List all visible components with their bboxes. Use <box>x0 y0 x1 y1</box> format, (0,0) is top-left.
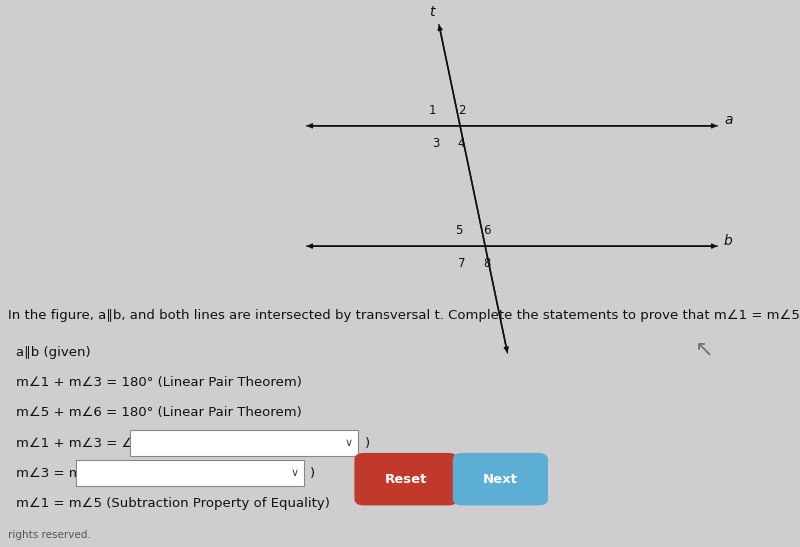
Text: 4: 4 <box>458 137 466 150</box>
Text: m∠1 + m∠3 = ∠5 + ∠6 (: m∠1 + m∠3 = ∠5 + ∠6 ( <box>16 437 191 450</box>
Text: m∠5 + m∠6 = 180° (Linear Pair Theorem): m∠5 + m∠6 = 180° (Linear Pair Theorem) <box>16 406 302 420</box>
Text: ): ) <box>310 467 315 480</box>
FancyBboxPatch shape <box>453 453 548 505</box>
Text: 7: 7 <box>458 257 466 270</box>
Text: a: a <box>724 113 733 127</box>
Text: 2: 2 <box>458 104 466 117</box>
Text: a∥b (given): a∥b (given) <box>16 346 90 359</box>
Text: Next: Next <box>483 473 518 486</box>
FancyBboxPatch shape <box>354 453 458 505</box>
Text: ∨: ∨ <box>290 468 298 478</box>
Text: m∠3 = m∠6 (: m∠3 = m∠6 ( <box>16 467 111 480</box>
Text: m∠1 + m∠3 = 180° (Linear Pair Theorem): m∠1 + m∠3 = 180° (Linear Pair Theorem) <box>16 376 302 389</box>
Text: Reset: Reset <box>385 473 427 486</box>
Text: ): ) <box>365 437 370 450</box>
Text: ↖: ↖ <box>694 340 714 360</box>
FancyBboxPatch shape <box>130 430 358 456</box>
Text: t: t <box>429 5 434 19</box>
Text: In the figure, a∥b, and both lines are intersected by transversal t. Complete th: In the figure, a∥b, and both lines are i… <box>8 309 800 322</box>
Text: 8: 8 <box>483 257 491 270</box>
Text: ∨: ∨ <box>345 438 353 448</box>
Text: 3: 3 <box>432 137 440 150</box>
Text: rights reserved.: rights reserved. <box>8 531 90 540</box>
Text: m∠1 = m∠5 (Subtraction Property of Equality): m∠1 = m∠5 (Subtraction Property of Equal… <box>16 497 330 510</box>
FancyBboxPatch shape <box>76 460 304 486</box>
Text: 1: 1 <box>429 104 437 117</box>
Text: 5: 5 <box>454 224 462 237</box>
Text: 6: 6 <box>483 224 491 237</box>
Text: b: b <box>724 234 733 248</box>
